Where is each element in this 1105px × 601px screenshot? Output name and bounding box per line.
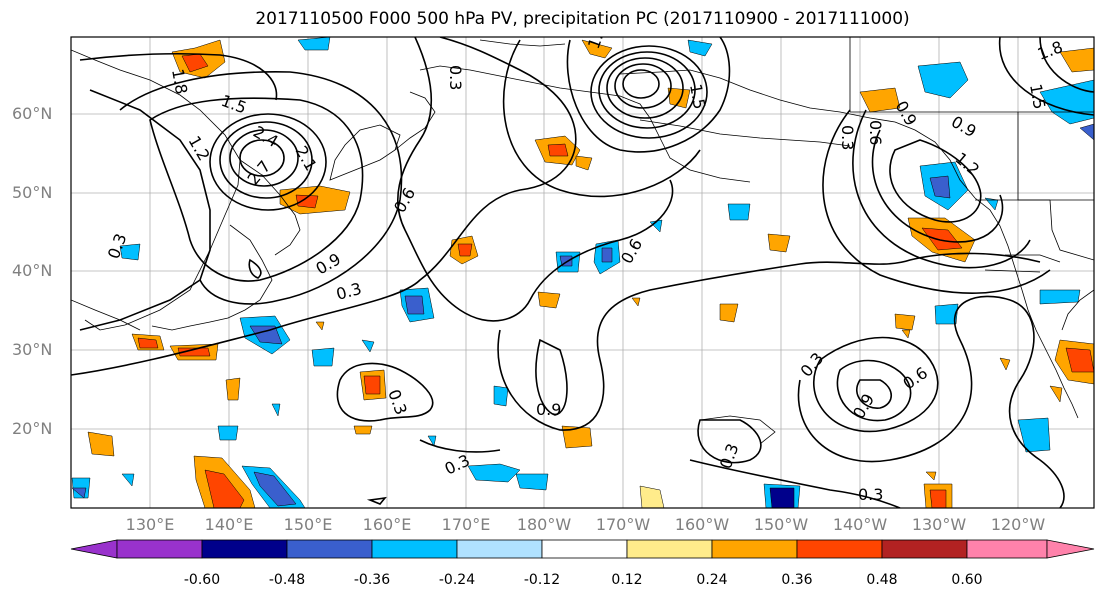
contour-label: 0.6 bbox=[866, 120, 885, 145]
colorbar-segment bbox=[966, 539, 1048, 559]
graticule bbox=[71, 37, 1094, 508]
lon-label: 170°E bbox=[441, 515, 491, 534]
colorbar-segment bbox=[711, 539, 798, 559]
colorbar-tick-label: -0.36 bbox=[353, 572, 391, 588]
lat-label: 20°N bbox=[12, 419, 53, 438]
lon-label: 150°E bbox=[283, 515, 333, 534]
contour-label: 0.3 bbox=[858, 485, 883, 504]
lon-label: 140°E bbox=[204, 515, 254, 534]
contour-label: 0.3 bbox=[838, 125, 857, 150]
lat-label: 60°N bbox=[12, 104, 53, 123]
colorbar-segment bbox=[626, 539, 713, 559]
colorbar-segment bbox=[796, 539, 883, 559]
colorbar-segment bbox=[1046, 539, 1095, 559]
colorbar-tick-label: 0.24 bbox=[696, 572, 728, 588]
pv-contours bbox=[71, 37, 1094, 508]
lon-label: 160°E bbox=[362, 515, 412, 534]
colorbar-segment bbox=[371, 539, 458, 559]
lon-label: 180°W bbox=[516, 515, 572, 534]
lon-label: 150°W bbox=[753, 515, 809, 534]
colorbar-segment bbox=[541, 539, 628, 559]
contour-label: 0.9 bbox=[536, 400, 561, 419]
colorbar-segment bbox=[286, 539, 373, 559]
colorbar-tick-label: 0.60 bbox=[951, 572, 983, 588]
precip-shading bbox=[71, 37, 1094, 508]
lon-label: 170°W bbox=[595, 515, 651, 534]
colorbar-tick-label: -0.60 bbox=[183, 572, 221, 588]
coastlines bbox=[71, 37, 1094, 445]
colorbar-segment bbox=[456, 539, 543, 559]
colorbar-segment bbox=[201, 539, 288, 559]
colorbar bbox=[70, 539, 1095, 559]
colorbar-tick-label: 0.12 bbox=[611, 572, 643, 588]
lat-label: 50°N bbox=[12, 183, 53, 202]
contour-label: 1.5 bbox=[1026, 82, 1049, 110]
colorbar-tick-label: -0.24 bbox=[438, 572, 476, 588]
colorbar-tick-label: 0.36 bbox=[781, 572, 813, 588]
map-frame bbox=[70, 36, 1095, 509]
colorbar-segment bbox=[881, 539, 968, 559]
map-title: 2017110500 F000 500 hPa PV, precipitatio… bbox=[255, 9, 910, 29]
lon-label: 130°E bbox=[125, 515, 175, 534]
colorbar-segment bbox=[116, 539, 203, 559]
lat-label: 30°N bbox=[12, 340, 53, 359]
contour-label: 1.8 bbox=[168, 67, 191, 95]
colorbar-tick-label: -0.48 bbox=[268, 572, 306, 588]
contour-label: 0.3 bbox=[446, 65, 465, 90]
lon-label: 130°W bbox=[911, 515, 967, 534]
colorbar-segment bbox=[70, 539, 118, 559]
colorbar-tick-label: -0.12 bbox=[523, 572, 561, 588]
lon-label: 120°W bbox=[990, 515, 1046, 534]
lon-label: 160°W bbox=[674, 515, 730, 534]
contour-label: 1.5 bbox=[686, 82, 709, 110]
lon-label: 140°W bbox=[832, 515, 888, 534]
lat-label: 40°N bbox=[12, 261, 53, 280]
colorbar-tick-label: 0.48 bbox=[866, 572, 898, 588]
